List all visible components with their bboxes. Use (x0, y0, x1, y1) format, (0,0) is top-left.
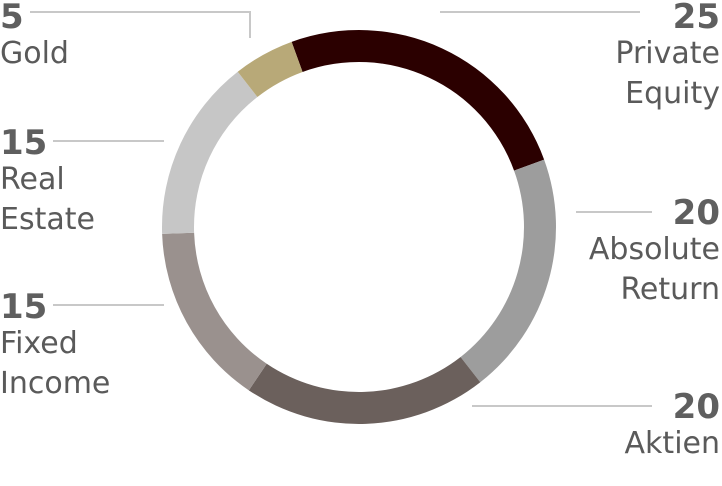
slice-name: Estate (0, 202, 95, 237)
slice-value: 15 (0, 126, 54, 160)
donut-slice-fixed-income (162, 232, 267, 391)
leader-line (30, 11, 251, 38)
slice-label: 25 Private Equity (615, 0, 720, 114)
slice-name: Real (0, 162, 65, 197)
slice-name: Aktien (624, 426, 720, 461)
slice-name: Equity (625, 76, 720, 111)
slice-name: Return (620, 272, 720, 307)
donut-slice-aktien (248, 357, 481, 424)
slice-label: 15 Real Estate (0, 126, 95, 240)
slice-label: 15 Fixed Income (0, 290, 110, 404)
slice-label: 5 Gold (0, 0, 69, 74)
slice-value: 5 (0, 0, 30, 34)
slice-name: Gold (0, 36, 69, 71)
slice-label: 20 Absolute Return (589, 196, 720, 310)
slice-value: 15 (0, 290, 54, 324)
slice-name: Fixed (0, 326, 78, 361)
donut-slice-private-equity (291, 30, 545, 171)
slice-value: 20 (666, 196, 720, 230)
slice-name: Private (615, 36, 720, 71)
donut-slice-gold (237, 41, 303, 97)
donut-slice-absolute-return (460, 159, 556, 383)
slice-label: 20 Aktien (625, 390, 720, 464)
slice-name: Absolute (588, 232, 720, 267)
slice-value: 20 (666, 390, 720, 424)
donut-slice-real-estate (162, 71, 258, 234)
slice-value: 25 (666, 0, 720, 34)
slice-name: Income (0, 366, 111, 401)
